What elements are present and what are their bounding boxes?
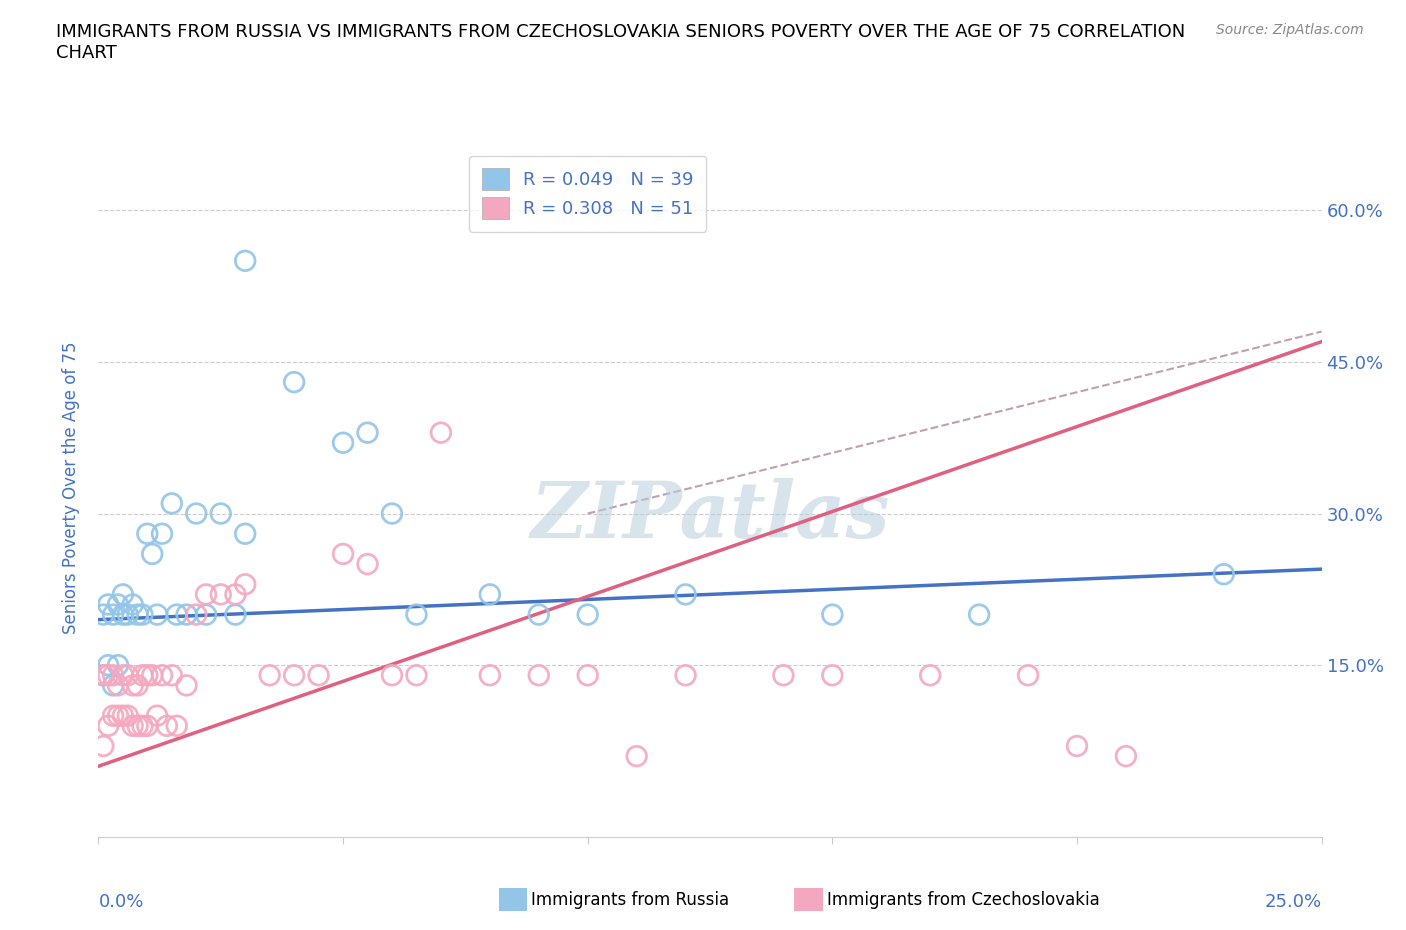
Point [1017, 668, 1039, 683]
Point [127, 607, 149, 622]
Point [176, 607, 198, 622]
Point [821, 607, 844, 622]
Point [121, 718, 143, 733]
Point [107, 597, 129, 612]
Point [576, 607, 599, 622]
Point [186, 607, 208, 622]
Point [141, 547, 163, 562]
Point [117, 709, 139, 724]
Point [97, 597, 120, 612]
Text: Immigrants from Czechoslovakia: Immigrants from Czechoslovakia [827, 891, 1099, 910]
Point [821, 668, 844, 683]
Point [166, 718, 188, 733]
Point [91, 668, 114, 683]
Point [131, 607, 153, 622]
Point [107, 678, 129, 693]
Point [156, 718, 179, 733]
Point [97, 668, 120, 683]
Point [332, 435, 354, 450]
Point [259, 668, 281, 683]
Point [772, 668, 794, 683]
Point [101, 607, 124, 622]
Point [127, 718, 149, 733]
Point [176, 678, 198, 693]
Point [1066, 738, 1088, 753]
Point [356, 557, 378, 572]
Point [107, 658, 129, 672]
Text: ZIPatlas: ZIPatlas [530, 478, 890, 554]
Point [478, 587, 501, 602]
Point [136, 718, 159, 733]
Point [91, 668, 114, 683]
Point [136, 668, 159, 683]
Point [283, 668, 305, 683]
Point [111, 607, 134, 622]
Point [195, 587, 218, 602]
Point [146, 709, 169, 724]
Text: 25.0%: 25.0% [1264, 893, 1322, 910]
Point [186, 506, 208, 521]
Point [675, 668, 697, 683]
Point [576, 668, 599, 683]
Point [131, 718, 153, 733]
Point [111, 709, 134, 724]
Point [160, 668, 183, 683]
Point [97, 658, 120, 672]
Point [150, 668, 173, 683]
Text: Source: ZipAtlas.com: Source: ZipAtlas.com [1216, 23, 1364, 37]
Point [111, 668, 134, 683]
Point [224, 587, 246, 602]
Point [209, 506, 232, 521]
Point [195, 607, 218, 622]
Point [101, 678, 124, 693]
Point [127, 678, 149, 693]
Point [121, 678, 143, 693]
Point [405, 607, 427, 622]
Point [117, 607, 139, 622]
Text: 0.0%: 0.0% [98, 893, 143, 910]
Point [160, 496, 183, 511]
Point [97, 718, 120, 733]
Point [166, 607, 188, 622]
Text: IMMIGRANTS FROM RUSSIA VS IMMIGRANTS FROM CZECHOSLOVAKIA SENIORS POVERTY OVER TH: IMMIGRANTS FROM RUSSIA VS IMMIGRANTS FRO… [56, 23, 1185, 62]
Point [233, 526, 256, 541]
Point [146, 607, 169, 622]
Point [967, 607, 990, 622]
Point [209, 587, 232, 602]
Point [101, 709, 124, 724]
Point [91, 607, 114, 622]
Point [233, 577, 256, 591]
Point [1115, 749, 1137, 764]
Point [131, 668, 153, 683]
Point [920, 668, 942, 683]
Point [626, 749, 648, 764]
Point [430, 425, 453, 440]
Text: Immigrants from Russia: Immigrants from Russia [531, 891, 730, 910]
Legend: R = 0.049   N = 39, R = 0.308   N = 51: R = 0.049 N = 39, R = 0.308 N = 51 [470, 155, 706, 232]
Point [308, 668, 330, 683]
Point [233, 253, 256, 268]
Point [381, 506, 404, 521]
Point [224, 607, 246, 622]
Point [141, 668, 163, 683]
Point [91, 738, 114, 753]
Point [405, 668, 427, 683]
Point [111, 587, 134, 602]
Point [136, 526, 159, 541]
Point [675, 587, 697, 602]
Point [101, 668, 124, 683]
Point [1212, 566, 1234, 581]
Point [356, 425, 378, 440]
Point [283, 375, 305, 390]
Point [117, 668, 139, 683]
Point [527, 668, 550, 683]
Point [107, 709, 129, 724]
Point [527, 607, 550, 622]
Y-axis label: Seniors Poverty Over the Age of 75: Seniors Poverty Over the Age of 75 [62, 342, 80, 634]
Point [478, 668, 501, 683]
Point [332, 547, 354, 562]
Point [150, 526, 173, 541]
Point [381, 668, 404, 683]
Point [121, 597, 143, 612]
